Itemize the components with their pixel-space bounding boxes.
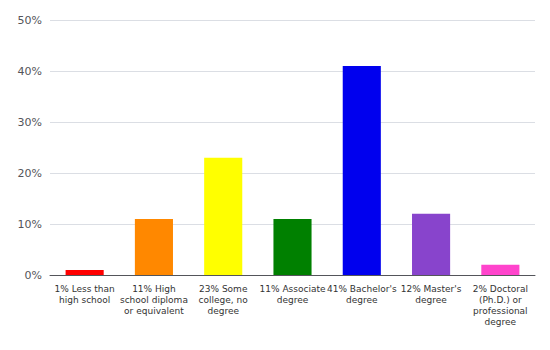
- svg-text:30%: 30%: [18, 116, 42, 129]
- svg-text:(Ph.D.) or: (Ph.D.) or: [479, 295, 522, 305]
- svg-text:or equivalent: or equivalent: [124, 306, 184, 316]
- svg-text:degree: degree: [415, 295, 447, 305]
- svg-text:11% Associate: 11% Associate: [260, 284, 326, 294]
- svg-text:2% Doctoral: 2% Doctoral: [473, 284, 528, 294]
- svg-text:12% Master's: 12% Master's: [401, 284, 462, 294]
- svg-text:professional: professional: [473, 306, 528, 316]
- svg-text:high school: high school: [59, 295, 110, 305]
- svg-text:degree: degree: [346, 295, 378, 305]
- svg-text:11% High: 11% High: [132, 284, 176, 294]
- svg-text:41% Bachelor's: 41% Bachelor's: [327, 284, 397, 294]
- svg-text:degree: degree: [277, 295, 309, 305]
- svg-text:0%: 0%: [25, 269, 42, 282]
- svg-text:40%: 40%: [18, 65, 42, 78]
- svg-text:50%: 50%: [18, 14, 42, 27]
- svg-text:23% Some: 23% Some: [199, 284, 248, 294]
- svg-text:college, no: college, no: [199, 295, 249, 305]
- svg-text:10%: 10%: [18, 218, 42, 231]
- svg-text:degree: degree: [485, 317, 517, 327]
- svg-text:school diploma: school diploma: [120, 295, 188, 305]
- svg-text:degree: degree: [207, 306, 239, 316]
- svg-text:20%: 20%: [18, 167, 42, 180]
- svg-text:1% Less than: 1% Less than: [55, 284, 115, 294]
